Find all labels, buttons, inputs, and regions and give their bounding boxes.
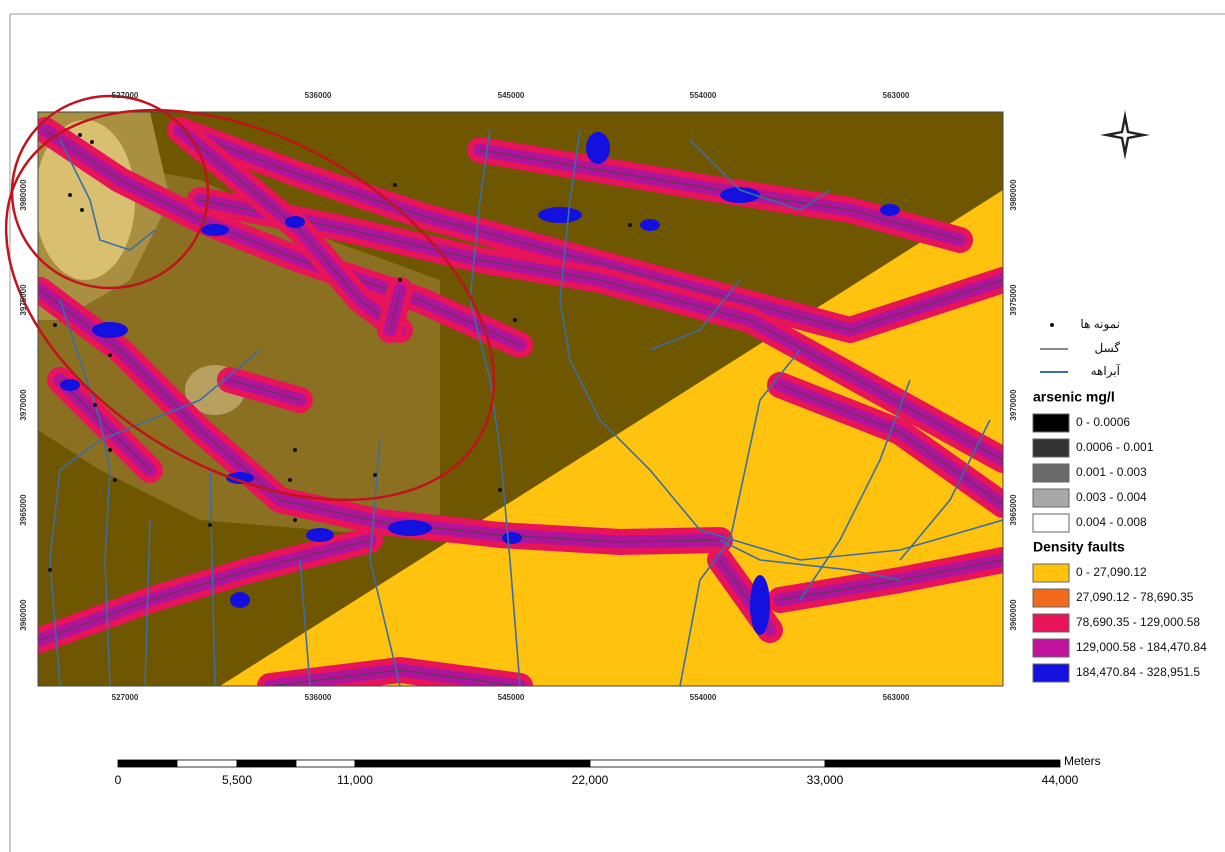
legend-label: 78,690.35 - 129,000.58 <box>1076 615 1200 629</box>
x-tick-label: 527000 <box>112 91 139 100</box>
y-tick-label: 3975000 <box>1009 284 1018 316</box>
legend-swatch <box>1033 589 1069 607</box>
legend-swatch <box>1033 639 1069 657</box>
high-density-zone <box>880 204 900 216</box>
legend-swatch <box>1033 464 1069 482</box>
legend-label: 129,000.58 - 184,470.84 <box>1076 640 1207 654</box>
legend-swatch <box>1033 439 1069 457</box>
legend-label: 184,470.84 - 328,951.5 <box>1076 665 1200 679</box>
scale-label: 0 <box>115 773 122 787</box>
legend-swatch <box>1033 514 1069 532</box>
legend-label: گسل <box>1094 341 1120 355</box>
legend-swatch <box>1033 489 1069 507</box>
high-density-zone <box>306 528 334 542</box>
legend-swatch <box>1033 564 1069 582</box>
scale-segment <box>355 760 590 767</box>
high-density-zone <box>285 216 305 228</box>
legend-title: arsenic mg/l <box>1033 389 1115 405</box>
scale-segment <box>237 760 296 767</box>
scale-label: 22,000 <box>572 773 609 787</box>
x-tick-label: 554000 <box>690 91 717 100</box>
high-density-zone <box>586 132 610 164</box>
scale-label: 33,000 <box>807 773 844 787</box>
legend-label: 0.004 - 0.008 <box>1076 515 1147 529</box>
map-body <box>35 112 1003 686</box>
legend-swatch <box>1033 664 1069 682</box>
legend-label: 0 - 27,090.12 <box>1076 565 1147 579</box>
y-tick-label: 3960000 <box>1009 599 1018 631</box>
high-density-zone <box>538 207 582 223</box>
legend-label: 0.0006 - 0.001 <box>1076 440 1154 454</box>
high-density-zone <box>388 520 432 536</box>
x-tick-label: 563000 <box>883 91 910 100</box>
legend-swatch <box>1033 414 1069 432</box>
high-density-zone <box>60 379 80 391</box>
y-tick-label: 3980000 <box>1009 179 1018 211</box>
scale-segment <box>825 760 1060 767</box>
scale-segment <box>590 760 825 767</box>
y-tick-label: 3965000 <box>1009 494 1018 526</box>
y-tick-label: 3975000 <box>19 284 28 316</box>
y-tick-label: 3970000 <box>1009 389 1018 421</box>
scale-segment <box>296 760 355 767</box>
scale-segment <box>118 760 177 767</box>
legend-swatch <box>1033 614 1069 632</box>
legend-label: 0.001 - 0.003 <box>1076 465 1147 479</box>
scale-label: 11,000 <box>337 773 373 787</box>
y-tick-label: 3965000 <box>19 494 28 526</box>
scale-label: 44,000 <box>1042 773 1079 787</box>
high-density-zone <box>640 219 660 231</box>
legend-symbol <box>1050 323 1054 327</box>
legend-label: آبراهه <box>1091 363 1121 378</box>
scale-segment <box>177 760 237 767</box>
map-figure: 527000 536000 545000 554000 563000 527000 5360… <box>0 0 1225 852</box>
scale-unit: Meters <box>1064 754 1101 768</box>
legend-title: Density faults <box>1033 539 1125 555</box>
x-tick-label: 536000 <box>305 91 332 100</box>
y-tick-label: 3960000 <box>19 599 28 631</box>
y-tick-label: 3980000 <box>19 179 28 211</box>
legend-label: نمونه ها <box>1080 317 1120 331</box>
y-tick-label: 3970000 <box>19 389 28 421</box>
x-tick-label: 536000 <box>305 693 332 702</box>
high-density-zone <box>502 532 522 544</box>
x-tick-label: 545000 <box>498 91 525 100</box>
high-density-zone <box>230 592 250 608</box>
legend-label: 0 - 0.0006 <box>1076 415 1130 429</box>
x-tick-label: 554000 <box>690 693 717 702</box>
high-density-zone <box>92 322 128 338</box>
high-density-zone <box>750 575 770 635</box>
scale-label: 5,500 <box>222 773 252 787</box>
x-tick-label: 527000 <box>112 693 139 702</box>
legend-label: 27,090.12 - 78,690.35 <box>1076 590 1194 604</box>
x-tick-label: 563000 <box>883 693 910 702</box>
x-tick-label: 545000 <box>498 693 525 702</box>
legend-label: 0.003 - 0.004 <box>1076 490 1147 504</box>
high-density-zone <box>201 224 229 236</box>
